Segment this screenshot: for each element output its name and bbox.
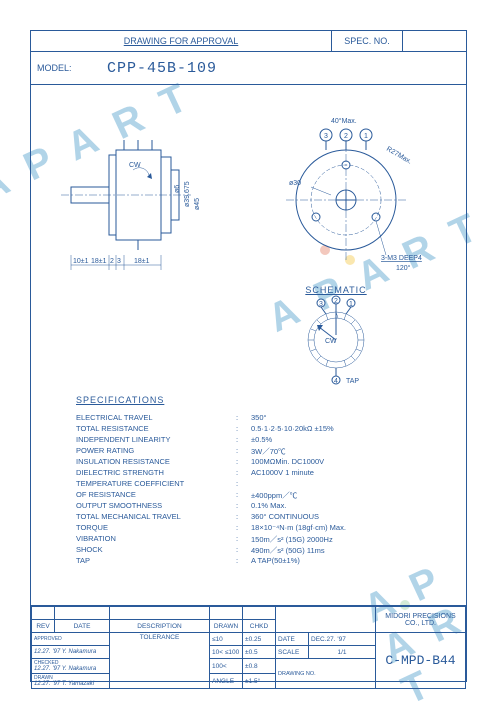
specs-title: SPECIFICATIONS bbox=[76, 395, 446, 405]
svg-text:120°: 120° bbox=[396, 264, 411, 272]
svg-text:ø30: ø30 bbox=[289, 180, 301, 187]
header: DRAWING FOR APPROVAL SPEC. NO. MODEL: CP… bbox=[31, 31, 466, 85]
drawing-number: C-MPD-B44 bbox=[376, 633, 466, 689]
svg-text:2: 2 bbox=[334, 298, 338, 305]
page: A P A R T A P A R T A P A R T DRAWING FO… bbox=[0, 0, 500, 707]
spec-label: DIELECTRIC STRENGTH bbox=[76, 468, 236, 479]
svg-text:2: 2 bbox=[110, 258, 114, 265]
spec-value: ±400ppm／℃ bbox=[251, 490, 446, 501]
spec-label: TEMPERATURE COEFFICIENT bbox=[76, 479, 236, 490]
spec-value: 18×10⁻⁴N·m (18gf·cm) Max. bbox=[251, 523, 446, 534]
spec-value: 350° bbox=[251, 413, 446, 424]
svg-text:CW: CW bbox=[325, 338, 337, 345]
spec-label: VIBRATION bbox=[76, 534, 236, 545]
svg-text:40°Max.: 40°Max. bbox=[331, 117, 357, 125]
spec-value: AC1000V 1 minute bbox=[251, 468, 446, 479]
spec-value: 0.1% Max. bbox=[251, 501, 446, 512]
spec-row: TOTAL RESISTANCE:0.5·1·2·5·10·20kΩ ±15% bbox=[76, 424, 446, 435]
svg-text:ø39.675: ø39.675 bbox=[184, 181, 191, 207]
drawing-frame: DRAWING FOR APPROVAL SPEC. NO. MODEL: CP… bbox=[30, 30, 467, 682]
spec-value bbox=[251, 479, 446, 490]
spec-label: OUTPUT SMOOTHNESS bbox=[76, 501, 236, 512]
spec-value: A TAP(50±1%) bbox=[251, 556, 446, 567]
spec-row: DIELECTRIC STRENGTH:AC1000V 1 minute bbox=[76, 468, 446, 479]
spec-label: INSULATION RESISTANCE bbox=[76, 457, 236, 468]
model-label: MODEL: bbox=[31, 52, 97, 84]
spec-label: SHOCK bbox=[76, 545, 236, 556]
spec-value: 150m／s² (15G) 2000Hz bbox=[251, 534, 446, 545]
svg-text:R27Max.: R27Max. bbox=[385, 146, 413, 166]
schematic-drawing: SCHEMATIC bbox=[271, 285, 401, 395]
spec-no-label: SPEC. NO. bbox=[332, 31, 403, 51]
spec-label: ELECTRICAL TRAVEL bbox=[76, 413, 236, 424]
specifications: SPECIFICATIONS ELECTRICAL TRAVEL:350°TOT… bbox=[76, 395, 446, 567]
cw-label: CW bbox=[129, 162, 141, 169]
svg-text:2: 2 bbox=[344, 133, 348, 140]
spec-row: VIBRATION:150m／s² (15G) 2000Hz bbox=[76, 534, 446, 545]
svg-text:18±1: 18±1 bbox=[91, 258, 107, 265]
side-view-drawing: CW 10±1 18±1 2 3 18±1 ø6 bbox=[61, 135, 211, 275]
svg-text:3: 3 bbox=[324, 133, 328, 140]
schematic-title: SCHEMATIC bbox=[271, 285, 401, 295]
svg-text:10±1: 10±1 bbox=[73, 258, 89, 265]
svg-text:3: 3 bbox=[319, 301, 323, 308]
spec-label: TOTAL MECHANICAL TRAVEL bbox=[76, 512, 236, 523]
spec-label: TAP bbox=[76, 556, 236, 567]
spec-row: TORQUE:18×10⁻⁴N·m (18gf·cm) Max. bbox=[76, 523, 446, 534]
spec-row: TAP:A TAP(50±1%) bbox=[76, 556, 446, 567]
spec-row: TEMPERATURE COEFFICIENT: bbox=[76, 479, 446, 490]
svg-text:ø6: ø6 bbox=[174, 185, 181, 193]
spec-value: 490m／s² (50G) 11ms bbox=[251, 545, 446, 556]
top-view-drawing: 3 2 1 40°Max. R27Max. ø30 3-M3 DEEP4 120… bbox=[271, 115, 431, 275]
spec-value: 0.5·1·2·5·10·20kΩ ±15% bbox=[251, 424, 446, 435]
spec-row: SHOCK:490m／s² (50G) 11ms bbox=[76, 545, 446, 556]
svg-text:4: 4 bbox=[334, 378, 338, 385]
svg-text:18±1: 18±1 bbox=[134, 258, 150, 265]
model-value: CPP-45B-109 bbox=[97, 52, 466, 84]
spec-value: 100MΩMin. DC1000V bbox=[251, 457, 446, 468]
spec-label: INDEPENDENT LINEARITY bbox=[76, 435, 236, 446]
svg-text:ø45: ø45 bbox=[194, 198, 201, 210]
spec-no-value bbox=[403, 31, 466, 51]
svg-text:3: 3 bbox=[117, 258, 121, 265]
spec-label: TOTAL RESISTANCE bbox=[76, 424, 236, 435]
spec-value: 3W／70℃ bbox=[251, 446, 446, 457]
spec-label: TORQUE bbox=[76, 523, 236, 534]
spec-value: ±0.5% bbox=[251, 435, 446, 446]
spec-label: POWER RATING bbox=[76, 446, 236, 457]
svg-text:3-M3 DEEP4: 3-M3 DEEP4 bbox=[381, 255, 422, 262]
title-block: MIDORI PRECISIONS CO., LTD. REV DATE DES… bbox=[31, 605, 466, 689]
title-drawing-for-approval: DRAWING FOR APPROVAL bbox=[31, 31, 332, 51]
spec-row: INSULATION RESISTANCE:100MΩMin. DC1000V bbox=[76, 457, 446, 468]
spec-row: OF RESISTANCE:±400ppm／℃ bbox=[76, 490, 446, 501]
drawing-body: CW 10±1 18±1 2 3 18±1 ø6 bbox=[31, 85, 466, 605]
spec-label: OF RESISTANCE bbox=[76, 490, 236, 501]
spec-row: OUTPUT SMOOTHNESS:0.1% Max. bbox=[76, 501, 446, 512]
svg-text:1: 1 bbox=[364, 133, 368, 140]
company-name: MIDORI PRECISIONS CO., LTD. bbox=[376, 607, 466, 633]
svg-text:1: 1 bbox=[349, 301, 353, 308]
spec-value: 360° CONTINUOUS bbox=[251, 512, 446, 523]
spec-row: POWER RATING:3W／70℃ bbox=[76, 446, 446, 457]
spec-row: ELECTRICAL TRAVEL:350° bbox=[76, 413, 446, 424]
svg-text:TAP: TAP bbox=[346, 378, 359, 385]
spec-row: TOTAL MECHANICAL TRAVEL:360° CONTINUOUS bbox=[76, 512, 446, 523]
spec-row: INDEPENDENT LINEARITY:±0.5% bbox=[76, 435, 446, 446]
